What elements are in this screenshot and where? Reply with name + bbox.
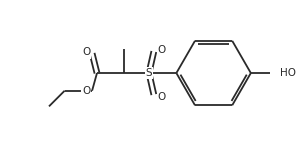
Text: O: O xyxy=(158,92,166,102)
Text: HO: HO xyxy=(280,68,296,78)
Text: O: O xyxy=(82,47,90,58)
Text: S: S xyxy=(146,68,152,78)
Text: O: O xyxy=(82,86,90,96)
Text: O: O xyxy=(158,45,166,55)
